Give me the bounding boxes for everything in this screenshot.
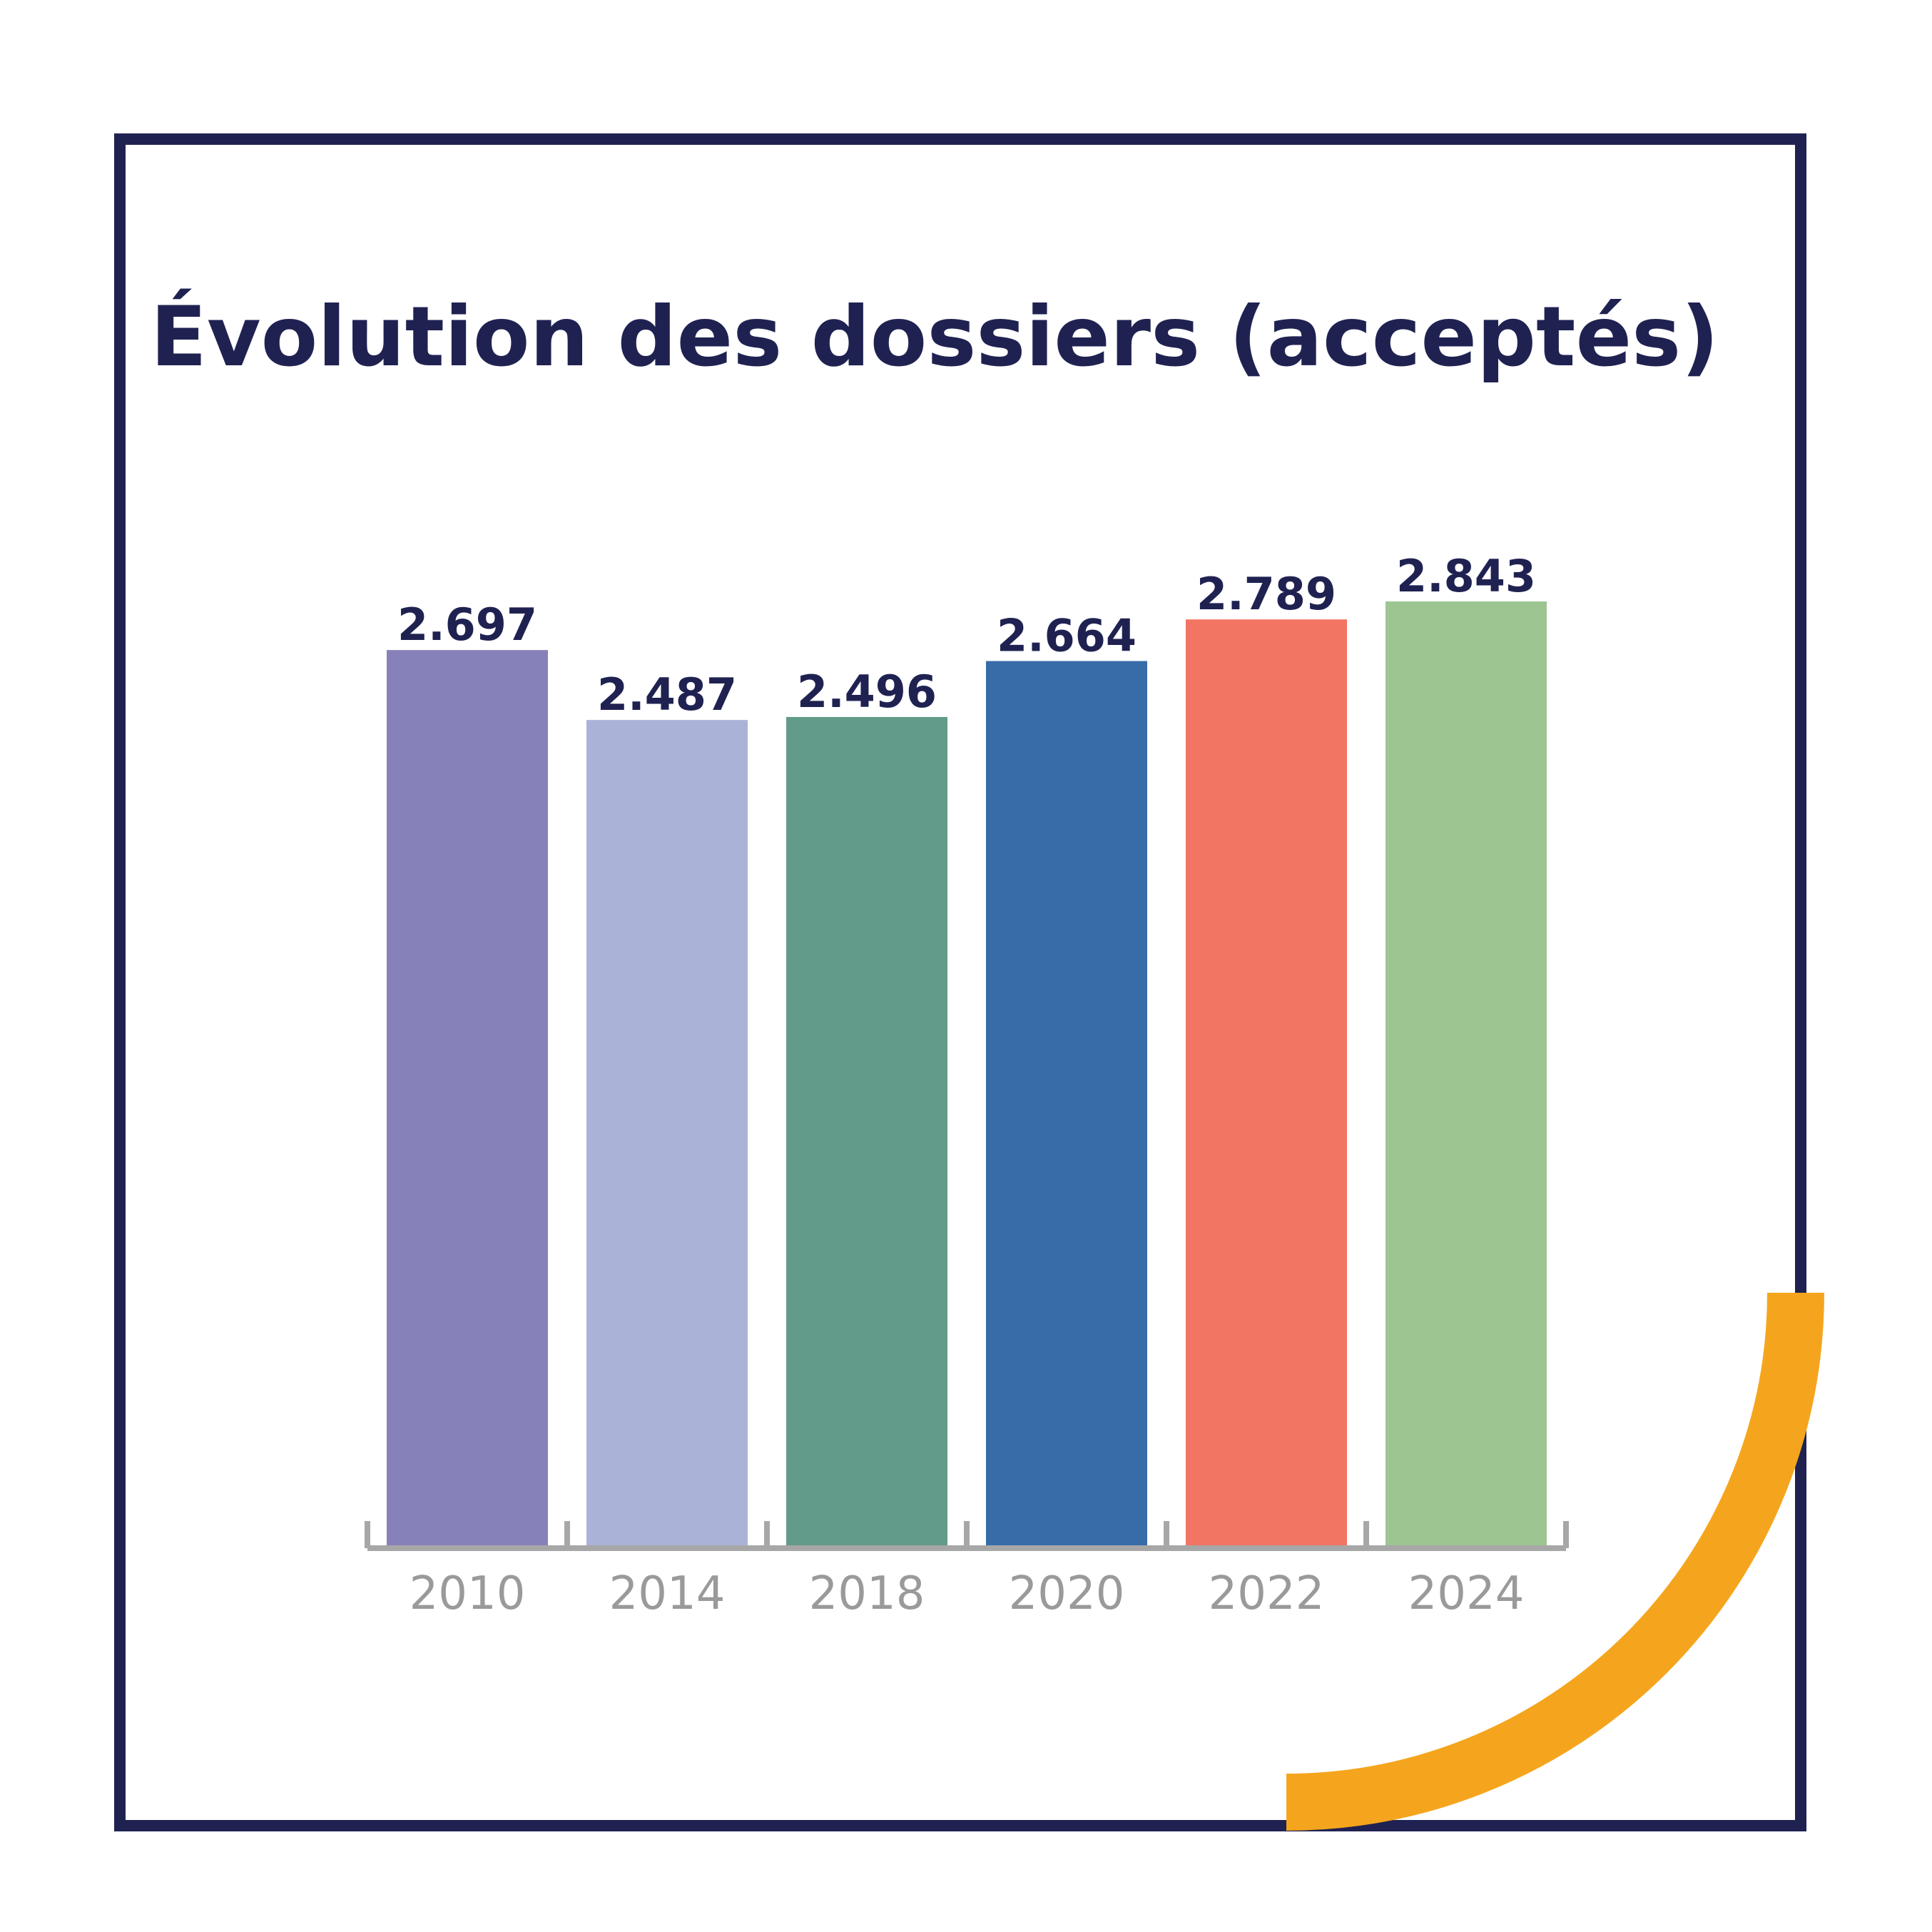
x-tick-label-2020: 2020 <box>1009 1567 1125 1620</box>
x-tick-label-2022: 2022 <box>1209 1567 1325 1620</box>
bar-2020 <box>986 661 1147 1549</box>
bar-2024 <box>1386 601 1547 1548</box>
chart-title: Évolution des dossiers (acceptés) <box>151 288 1719 385</box>
value-label-2010: 2.697 <box>397 599 537 651</box>
value-label-2022: 2.789 <box>1196 568 1336 620</box>
value-label-2024: 2.843 <box>1396 550 1536 602</box>
value-label-2014: 2.487 <box>597 668 737 721</box>
x-axis: 2010 2014 2018 2020 2022 2024 <box>365 1521 1569 1620</box>
bar-2022 <box>1186 619 1347 1548</box>
bar-2014 <box>586 720 748 1548</box>
accent-arc <box>1286 1292 1824 1831</box>
bar-2010 <box>387 650 548 1549</box>
x-tick-label-2014: 2014 <box>609 1567 726 1620</box>
bar-2018 <box>786 716 947 1549</box>
bars-group: 2.697 2.487 2.496 2.664 2.789 2.843 <box>387 550 1547 1549</box>
x-tick-label-2010: 2010 <box>410 1567 526 1620</box>
frame <box>114 133 1806 1831</box>
x-tick-label-2018: 2018 <box>809 1567 925 1620</box>
value-label-2020: 2.664 <box>997 610 1137 662</box>
x-tick-label-2024: 2024 <box>1408 1567 1525 1620</box>
value-label-2018: 2.496 <box>797 666 937 718</box>
